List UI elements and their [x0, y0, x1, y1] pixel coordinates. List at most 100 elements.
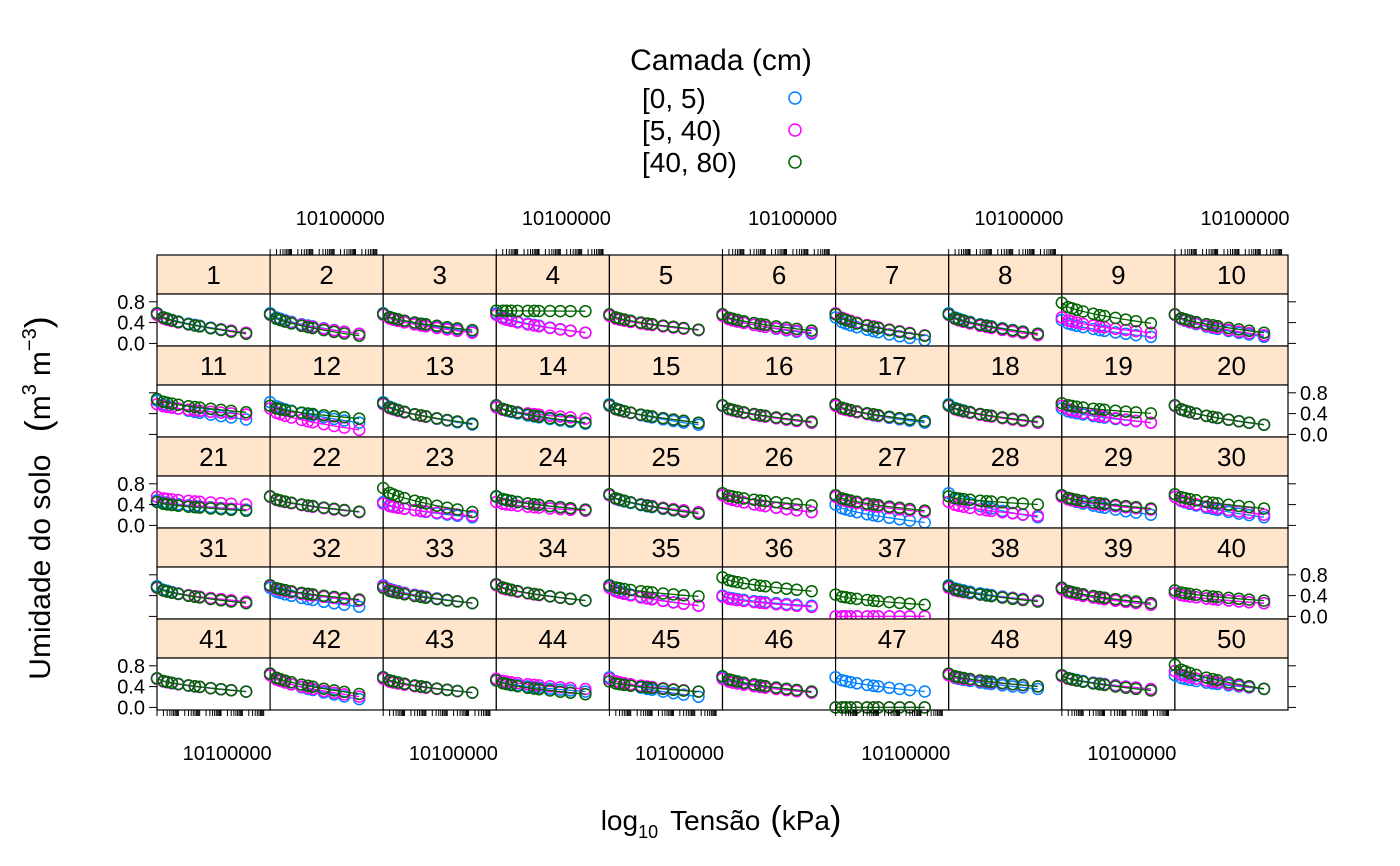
panel-9: 9: [1055, 254, 1176, 347]
panel-35: 35: [603, 527, 724, 620]
legend-label: [40, 80): [642, 147, 737, 178]
data-point: [150, 581, 164, 594]
data-point: [414, 409, 428, 422]
data-point: [844, 591, 857, 605]
data-point: [414, 680, 428, 693]
data-point: [301, 587, 315, 601]
data-point: [352, 505, 366, 518]
data-point: [1257, 326, 1271, 339]
data-point: [805, 685, 818, 698]
data-point: [504, 494, 518, 508]
panel-label: 5: [659, 260, 673, 290]
panel-strip: [269, 345, 384, 386]
data-point: [451, 684, 464, 698]
data-point: [224, 411, 238, 424]
data-point: [188, 679, 202, 693]
panel-label: 31: [199, 533, 228, 563]
panel-frame: [1061, 566, 1176, 620]
data-point: [731, 593, 744, 607]
data-point: [1093, 403, 1106, 416]
data-point: [805, 499, 818, 512]
data-point: [790, 599, 803, 613]
data-point: [1144, 326, 1158, 339]
panel-label: 28: [991, 442, 1020, 472]
y-tick-label: 0.0: [117, 333, 145, 355]
data-point: [239, 498, 253, 511]
data-point: [263, 395, 277, 409]
data-point: [301, 407, 315, 420]
data-point: [731, 575, 744, 589]
panel-label: 26: [765, 442, 794, 472]
y-tick-label: 0.8: [1300, 565, 1328, 587]
data-point: [754, 408, 767, 422]
data-point: [301, 320, 315, 334]
data-point: [579, 503, 592, 516]
panel-strip: [834, 527, 950, 568]
data-point: [677, 505, 690, 518]
data-point: [391, 403, 405, 417]
data-point: [1031, 415, 1045, 428]
panel-label: 33: [425, 533, 454, 563]
panel-label: 35: [651, 533, 680, 563]
panel-strip: [156, 527, 271, 568]
data-point: [504, 304, 518, 318]
panel-50: 50: [1168, 618, 1289, 711]
data-point: [692, 590, 705, 603]
data-point: [214, 502, 228, 516]
panel-strip: [495, 436, 610, 477]
data-point: [677, 684, 690, 697]
data-point: [496, 304, 509, 317]
panel-strip: [1061, 254, 1176, 295]
panel-label: 38: [991, 533, 1020, 563]
data-point: [352, 600, 366, 613]
data-point: [903, 327, 917, 340]
panel-label: 24: [538, 442, 567, 472]
data-point: [239, 596, 253, 610]
panel-24: 24: [490, 436, 610, 529]
panel-label: 27: [878, 442, 907, 472]
panel-frame: [608, 384, 724, 438]
data-point: [952, 313, 966, 326]
x-tick-label: 10100000: [1201, 208, 1290, 230]
data-point: [844, 403, 857, 417]
panel-19: 19: [1055, 345, 1176, 438]
data-point: [844, 315, 857, 328]
data-point: [224, 325, 238, 338]
data-point: [1031, 498, 1045, 511]
data-point: [263, 308, 277, 321]
panel-13: 13: [376, 345, 497, 438]
panel-43: 43: [376, 618, 497, 711]
panel-40: 40: [1168, 527, 1289, 620]
data-point: [376, 396, 390, 410]
panel-15: 15: [603, 345, 724, 438]
data-point: [1016, 678, 1030, 692]
data-point: [165, 397, 179, 410]
panel-2: 2: [263, 254, 384, 347]
data-point: [1144, 684, 1158, 697]
data-point: [692, 685, 705, 698]
data-point: [224, 595, 238, 608]
panel-37: 37: [829, 527, 950, 623]
data-point: [1206, 410, 1220, 424]
panel-3: 3: [376, 254, 497, 347]
data-point: [490, 577, 503, 591]
data-point: [1206, 590, 1220, 603]
data-point: [1257, 508, 1271, 521]
data-point: [564, 304, 577, 318]
data-point: [1168, 308, 1182, 321]
data-point: [165, 498, 179, 512]
data-point: [948, 491, 962, 505]
data-point: [1178, 404, 1192, 417]
data-point: [677, 321, 690, 335]
data-point: [957, 404, 970, 418]
panel-18: 18: [942, 345, 1063, 438]
panel-label: 42: [312, 624, 341, 654]
data-point: [376, 670, 390, 684]
data-point: [564, 324, 577, 338]
data-point: [918, 701, 931, 714]
panel-strip: [1174, 436, 1289, 477]
panel-36: 36: [716, 527, 837, 620]
data-point: [504, 404, 518, 418]
data-point: [677, 688, 690, 701]
panel-label: 3: [433, 260, 447, 290]
